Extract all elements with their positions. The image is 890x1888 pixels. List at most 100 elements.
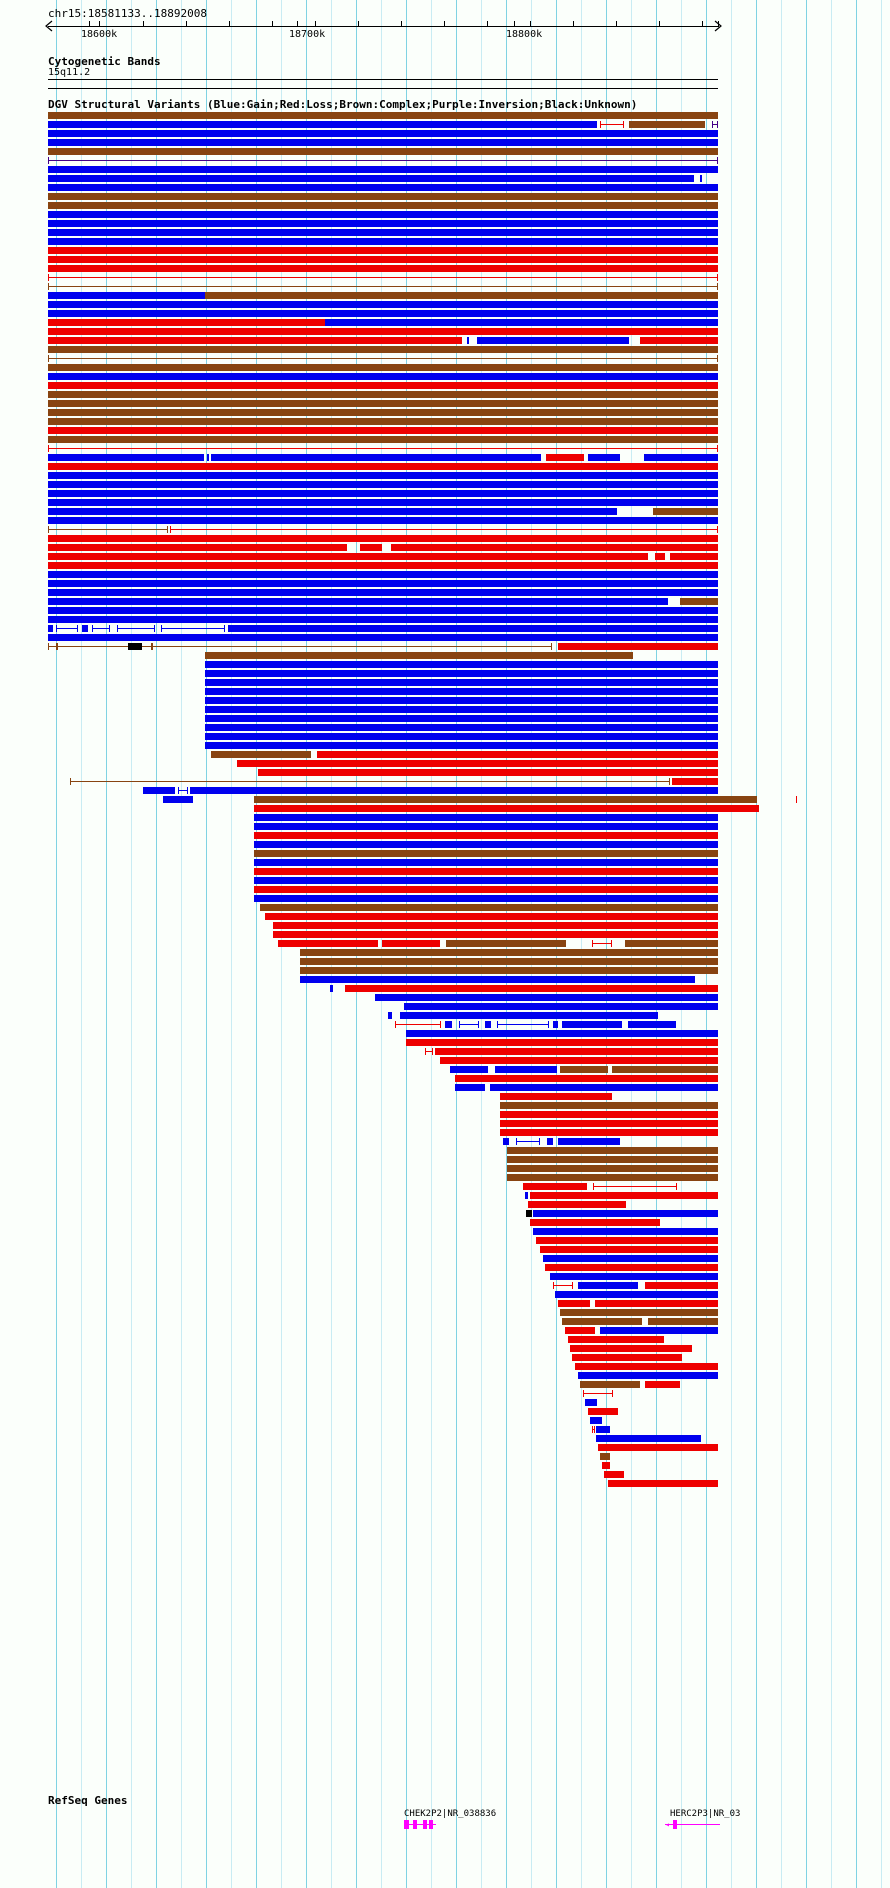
dgv-variant-segment[interactable] <box>48 544 347 551</box>
dgv-variant-segment[interactable] <box>477 337 629 344</box>
dgv-variant-segment[interactable] <box>48 184 718 191</box>
dgv-variant-segment[interactable] <box>583 1393 613 1394</box>
dgv-variant-segment[interactable] <box>254 877 718 884</box>
dgv-variant-row[interactable] <box>0 1201 890 1208</box>
dgv-variant-segment[interactable] <box>211 751 311 758</box>
dgv-variant-segment[interactable] <box>48 589 718 596</box>
dgv-variant-segment[interactable] <box>503 1138 509 1145</box>
dgv-variant-row[interactable] <box>0 1255 890 1262</box>
dgv-variant-segment[interactable] <box>490 1084 718 1091</box>
dgv-variant-row[interactable] <box>0 1174 890 1181</box>
dgv-variant-row[interactable] <box>0 184 890 191</box>
dgv-variant-row[interactable] <box>0 463 890 470</box>
dgv-variant-segment[interactable] <box>207 454 209 461</box>
dgv-variant-row[interactable] <box>0 751 890 758</box>
dgv-variant-segment[interactable] <box>161 628 225 629</box>
dgv-variant-segment[interactable] <box>254 832 718 839</box>
dgv-variant-row[interactable] <box>0 1228 890 1235</box>
dgv-variant-segment[interactable] <box>254 805 759 812</box>
dgv-variant-row[interactable] <box>0 418 890 425</box>
dgv-variant-row[interactable] <box>0 193 890 200</box>
dgv-variant-row[interactable] <box>0 886 890 893</box>
dgv-variant-segment[interactable] <box>300 949 718 956</box>
dgv-variant-row[interactable] <box>0 337 890 344</box>
dgv-variant-row[interactable] <box>0 346 890 353</box>
dgv-variant-row[interactable] <box>0 742 890 749</box>
dgv-variant-segment[interactable] <box>237 760 718 767</box>
dgv-variant-row[interactable] <box>0 202 890 209</box>
dgv-variant-row[interactable] <box>0 895 890 902</box>
dgv-variant-segment[interactable] <box>48 580 718 587</box>
dgv-variant-row[interactable] <box>0 598 890 605</box>
dgv-variant-row[interactable] <box>0 580 890 587</box>
dgv-variant-segment[interactable] <box>48 646 57 647</box>
dgv-variant-segment[interactable] <box>712 124 718 125</box>
dgv-variant-segment[interactable] <box>48 382 718 389</box>
dgv-variant-row[interactable] <box>0 913 890 920</box>
dgv-variant-row[interactable] <box>0 760 890 767</box>
dgv-variant-segment[interactable] <box>48 286 718 287</box>
dgv-variant-row[interactable] <box>0 1399 890 1406</box>
dgv-variant-row[interactable] <box>0 364 890 371</box>
dgv-variant-row[interactable] <box>0 841 890 848</box>
dgv-variant-row[interactable] <box>0 1021 890 1028</box>
dgv-variant-segment[interactable] <box>205 706 718 713</box>
dgv-variant-segment[interactable] <box>562 1318 642 1325</box>
dgv-variant-segment[interactable] <box>640 337 718 344</box>
dgv-variant-row[interactable] <box>0 589 890 596</box>
dgv-variant-row[interactable] <box>0 166 890 173</box>
dgv-variant-row[interactable] <box>0 292 890 299</box>
dgv-variant-segment[interactable] <box>273 931 718 938</box>
dgv-variant-segment[interactable] <box>560 1309 718 1316</box>
dgv-variant-row[interactable] <box>0 634 890 641</box>
refseq-gene-glyph[interactable]: ◂ <box>665 1820 720 1829</box>
dgv-variant-row[interactable] <box>0 1111 890 1118</box>
dgv-variant-row[interactable] <box>0 1327 890 1334</box>
dgv-variant-segment[interactable] <box>190 787 718 794</box>
dgv-variant-row[interactable] <box>0 1354 890 1361</box>
dgv-variant-segment[interactable] <box>588 1408 618 1415</box>
dgv-variant-segment[interactable] <box>536 1237 718 1244</box>
dgv-variant-segment[interactable] <box>48 301 718 308</box>
dgv-variant-row[interactable] <box>0 823 890 830</box>
dgv-variant-segment[interactable] <box>596 1426 610 1433</box>
dgv-variant-segment[interactable] <box>375 994 718 1001</box>
dgv-variant-segment[interactable] <box>578 1282 638 1289</box>
dgv-variant-segment[interactable] <box>48 148 718 155</box>
dgv-variant-row[interactable] <box>0 967 890 974</box>
dgv-variant-segment[interactable] <box>48 346 718 353</box>
dgv-variant-segment[interactable] <box>553 1285 573 1286</box>
dgv-variant-segment[interactable] <box>48 238 718 245</box>
dgv-variant-row[interactable] <box>0 544 890 551</box>
dgv-variant-segment[interactable] <box>273 922 718 929</box>
dgv-variant-row[interactable] <box>0 1075 890 1082</box>
dgv-variant-segment[interactable] <box>530 1192 718 1199</box>
dgv-variant-segment[interactable] <box>446 940 566 947</box>
dgv-variant-segment[interactable] <box>530 1219 660 1226</box>
dgv-variant-row[interactable] <box>0 1273 890 1280</box>
dgv-variant-row[interactable] <box>0 436 890 443</box>
dgv-variant-row[interactable] <box>0 985 890 992</box>
dgv-variant-segment[interactable] <box>565 1327 595 1334</box>
dgv-variant-segment[interactable] <box>644 454 718 461</box>
dgv-variant-row[interactable] <box>0 1408 890 1415</box>
dgv-variant-segment[interactable] <box>92 628 110 629</box>
dgv-variant-segment[interactable] <box>455 1084 485 1091</box>
dgv-variant-segment[interactable] <box>163 796 193 803</box>
dgv-variant-segment[interactable] <box>300 958 718 965</box>
dgv-variant-row[interactable] <box>0 1120 890 1127</box>
dgv-variant-segment[interactable] <box>625 940 718 947</box>
dgv-variant-segment[interactable] <box>48 598 668 605</box>
dgv-variant-segment[interactable] <box>400 1012 658 1019</box>
dgv-variant-segment[interactable] <box>602 1462 610 1469</box>
dgv-variant-segment[interactable] <box>254 859 718 866</box>
dgv-variant-row[interactable] <box>0 301 890 308</box>
refseq-gene-label[interactable]: HERC2P3|NR_03 <box>670 1809 741 1819</box>
dgv-variant-segment[interactable] <box>48 607 718 614</box>
dgv-variant-row[interactable] <box>0 922 890 929</box>
dgv-variant-row[interactable] <box>0 562 890 569</box>
dgv-variant-segment[interactable] <box>300 967 718 974</box>
dgv-variant-segment[interactable] <box>528 1201 626 1208</box>
dgv-variant-row[interactable] <box>0 499 890 506</box>
dgv-variant-row[interactable] <box>0 211 890 218</box>
